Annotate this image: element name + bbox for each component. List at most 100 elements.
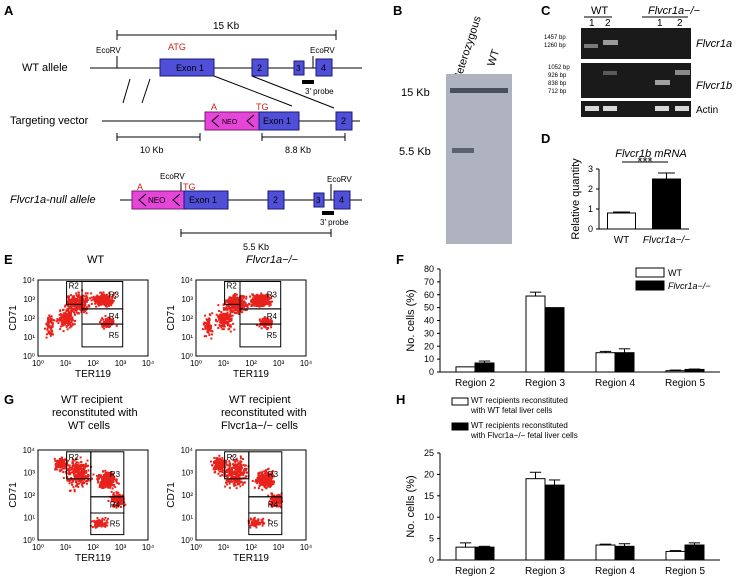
flow-event [260, 327, 263, 330]
flow-event [226, 322, 229, 325]
flow-event [236, 459, 239, 462]
flow-event [261, 488, 264, 491]
flow-event [241, 473, 244, 476]
flow-event [114, 504, 117, 507]
a-label: A [211, 102, 217, 112]
flow-event [111, 318, 114, 321]
flow-event [264, 318, 267, 321]
flow-event [82, 304, 85, 307]
flow-event [257, 297, 260, 300]
flow-event [268, 304, 271, 307]
flow-event [268, 500, 271, 503]
flow-event [110, 490, 113, 493]
chart-f: 0 10 20 30 40 50 60 70 80 No. cells (%) Region 2 Re… [405, 264, 720, 389]
flow-event [270, 474, 273, 477]
flow-event [71, 478, 74, 481]
flow-event [227, 323, 230, 326]
flow-event [222, 464, 225, 467]
flow-event [254, 524, 257, 527]
flow-event [95, 298, 98, 301]
flow-event [105, 519, 108, 522]
flow-event [110, 475, 113, 478]
y-tick-label: 0 [588, 224, 593, 234]
flow-event [47, 316, 50, 319]
x-tick-label: 10¹ [60, 359, 72, 368]
flow-event [201, 328, 204, 331]
legend-label-line-1: WT recipients reconstituted [471, 421, 568, 430]
flow-event [238, 479, 241, 482]
flow-event [105, 484, 108, 487]
flow-event [61, 319, 64, 322]
flow-event [84, 295, 87, 298]
flow-event [99, 485, 102, 488]
gel-marker-1260: 1260 bp [544, 43, 566, 49]
flow-event [252, 524, 255, 527]
flow-event [238, 465, 241, 468]
flow-event [256, 304, 259, 307]
flow-event [265, 481, 268, 484]
flow-event [225, 479, 228, 482]
flow-event [252, 299, 255, 302]
flow-event [272, 496, 275, 499]
flow-event [219, 474, 222, 477]
flow-event [237, 462, 240, 465]
flow-event [120, 495, 123, 498]
flow-event [107, 300, 110, 303]
flow-event [214, 460, 217, 463]
flow-event [255, 299, 258, 302]
flow-event [265, 296, 268, 299]
y-axis-label: Relative quantity [570, 158, 582, 240]
y-tick-label: 10⁰ [181, 536, 193, 545]
flow-event [239, 305, 242, 308]
flow-event [227, 464, 230, 467]
flow-event [101, 477, 104, 480]
flow-event [275, 494, 278, 497]
flow-event [223, 314, 226, 317]
flow-event [236, 297, 239, 300]
flow-event [269, 303, 272, 306]
blot-band-55kb [452, 148, 474, 153]
flow-event [233, 304, 236, 307]
flow-event [207, 331, 210, 334]
flow-event [249, 526, 252, 529]
flow-event [224, 322, 227, 325]
flow-event [81, 472, 84, 475]
flow-event [242, 297, 245, 300]
flow-event [232, 295, 235, 298]
flow-event [260, 521, 263, 524]
flow-event [240, 464, 243, 467]
flow-event [84, 292, 87, 295]
flow-event [97, 473, 100, 476]
flow-event [262, 294, 265, 297]
flow-g-right-title-3: Flvcr1a−/− cells [221, 420, 299, 432]
flow-event [64, 313, 67, 316]
flow-event [100, 292, 103, 295]
flow-event [86, 292, 89, 295]
gate-label: R4 [268, 501, 279, 510]
flow-event [74, 464, 77, 467]
flow-event [257, 475, 260, 478]
flow-event [237, 473, 240, 476]
flow-event [78, 312, 81, 315]
flow-event [100, 295, 103, 298]
flow-event [51, 325, 54, 328]
flow-event [116, 499, 119, 502]
flow-event [94, 525, 97, 528]
flow-event [260, 292, 263, 295]
x-category-label: WT [614, 235, 630, 246]
flow-event [250, 304, 253, 307]
flow-event [63, 305, 66, 308]
flow-event [105, 476, 108, 479]
x-category-label: Flvcr1a−/− [643, 235, 690, 246]
gate-r5 [90, 512, 125, 536]
flow-event [270, 319, 273, 322]
tg-label: TG [256, 102, 269, 112]
flow-event [205, 323, 208, 326]
flow-event [104, 294, 107, 297]
flow-event [51, 332, 54, 335]
flow-event [62, 309, 65, 312]
y-tick-label: 10² [23, 314, 35, 323]
flow-event [63, 313, 66, 316]
flow-event [110, 323, 113, 326]
flow-event [81, 476, 84, 479]
